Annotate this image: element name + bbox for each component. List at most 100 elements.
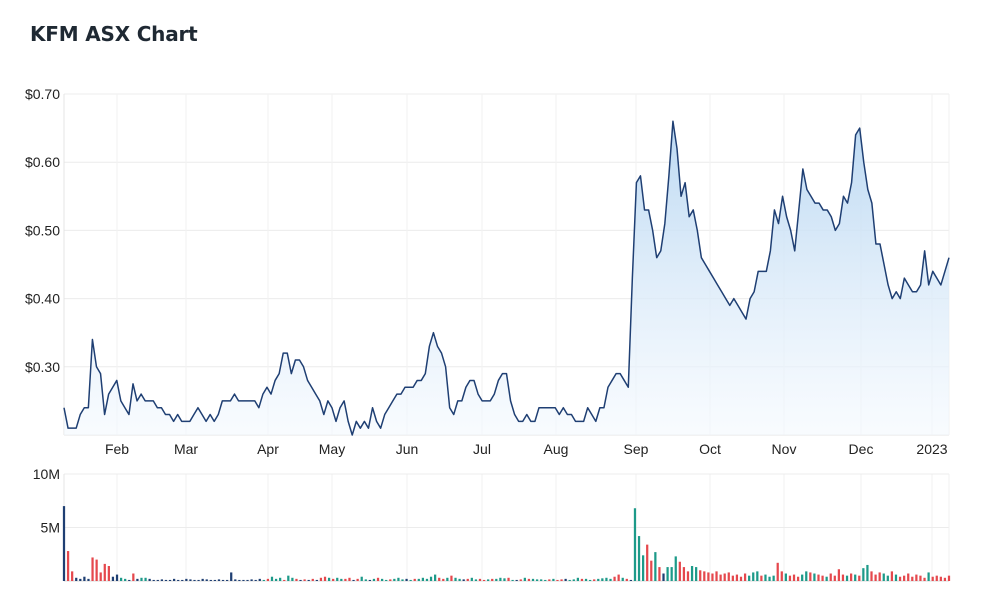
volume-bar: [593, 579, 596, 581]
volume-bar: [254, 579, 257, 581]
volume-bar: [140, 577, 143, 581]
volume-bar: [405, 578, 408, 581]
volume-gridlines: [63, 473, 950, 582]
volume-bar: [515, 579, 518, 581]
month-tick-label: Apr: [257, 441, 279, 457]
volume-bar: [197, 579, 200, 581]
volume-bar: [850, 573, 853, 581]
volume-bar: [699, 570, 702, 581]
volume-bar: [637, 536, 641, 581]
volume-bar: [168, 579, 172, 581]
volume-bar: [429, 576, 433, 581]
volume-bar: [323, 576, 327, 581]
volume-bar: [213, 579, 217, 581]
price-y-tick-label: $0.70: [25, 86, 60, 102]
month-tick-label: Oct: [699, 441, 721, 457]
volume-bar: [393, 578, 396, 581]
price-y-tick-label: $0.40: [25, 291, 60, 307]
volume-bar: [572, 579, 575, 581]
volume-bar: [474, 579, 478, 581]
volume-bar: [466, 578, 469, 581]
volume-bar: [821, 575, 824, 581]
volume-bar: [580, 578, 584, 581]
volume-bar: [719, 574, 722, 581]
volume-bar: [193, 579, 196, 581]
volume-bar: [95, 559, 98, 581]
volume-bar: [907, 573, 910, 581]
volume-bar: [915, 574, 918, 581]
volume-bar: [911, 576, 914, 581]
volume-bar: [226, 579, 229, 581]
volume-bar: [764, 574, 767, 581]
month-tick-label: Feb: [105, 441, 129, 457]
volume-bar: [307, 579, 310, 581]
volume-bar: [739, 576, 743, 581]
volume-bar: [813, 573, 816, 581]
volume-bar: [931, 576, 934, 581]
volume-bar: [340, 578, 343, 581]
volume-bar: [686, 571, 690, 581]
volume-bar: [796, 576, 800, 581]
volume-bar: [858, 575, 861, 581]
volume-bar: [548, 579, 551, 581]
volume-bar: [943, 577, 947, 581]
volume-bar: [527, 578, 531, 581]
volume-bar: [845, 575, 849, 581]
volume-bar: [409, 579, 412, 581]
month-tick-label: Sep: [624, 441, 649, 457]
volume-bar: [425, 578, 429, 581]
volume-bar: [540, 579, 543, 581]
volume-bar: [568, 579, 571, 581]
volume-bar: [499, 577, 502, 581]
month-tick-label: Jun: [396, 441, 419, 457]
volume-bar: [209, 579, 212, 581]
volume-bar: [588, 579, 592, 581]
volume-bar: [336, 577, 339, 581]
volume-bar: [75, 577, 78, 581]
volume-bar: [205, 579, 208, 581]
volume-bar: [303, 579, 306, 581]
volume-bar: [923, 577, 926, 581]
volume-bar: [434, 574, 437, 581]
month-tick-label: Aug: [544, 441, 569, 457]
volume-bar: [642, 555, 645, 581]
volume-bar: [128, 579, 131, 581]
volume-bar: [376, 577, 380, 581]
volume-bar: [666, 567, 669, 581]
volume-bar: [124, 578, 127, 581]
volume-bar: [413, 578, 416, 581]
volume-bar: [311, 578, 314, 581]
volume-bar: [903, 575, 906, 581]
volume-bar: [246, 579, 249, 581]
volume-bar: [735, 574, 739, 581]
volume-bar: [279, 577, 282, 581]
volume-bar: [556, 579, 559, 581]
volume-bar: [939, 576, 942, 581]
month-tick-label: Nov: [772, 441, 797, 457]
volume-bar: [695, 567, 698, 581]
price-area-fill: [64, 121, 949, 435]
volume-bar: [898, 576, 902, 581]
month-tick-label: Jul: [473, 441, 491, 457]
volume-bar: [715, 571, 718, 581]
volume-bar: [62, 506, 66, 581]
volume-bar: [650, 560, 653, 581]
volume-bar: [238, 579, 241, 581]
volume-bar: [658, 567, 661, 581]
volume-bar: [385, 579, 388, 581]
volume-bar: [609, 578, 612, 581]
volume-bar: [287, 575, 290, 581]
volume-bar: [768, 576, 771, 581]
volume-bar: [682, 567, 686, 581]
volume-bar: [487, 579, 490, 581]
volume-bar: [315, 579, 318, 581]
volume-bar: [690, 566, 694, 581]
volume-bar: [805, 571, 808, 581]
volume-bar: [817, 574, 820, 581]
volume-bar: [519, 579, 522, 581]
volume-bar: [438, 577, 441, 581]
volume-bar: [523, 577, 526, 581]
volume-bar: [172, 578, 176, 581]
volume-bar: [829, 573, 832, 581]
volume-bar: [478, 578, 482, 581]
